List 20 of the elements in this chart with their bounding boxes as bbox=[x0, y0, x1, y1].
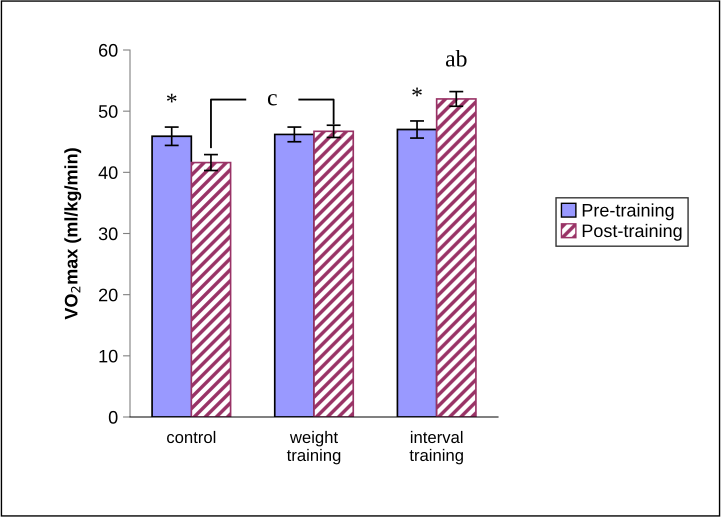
y-tick-label: 60 bbox=[99, 44, 118, 57]
y-axis-title: VO$_{2}$max (ml/kg/min) bbox=[64, 148, 82, 320]
y-tick-label: 40 bbox=[98, 166, 118, 180]
annotation: * bbox=[166, 94, 176, 102]
annotation: c bbox=[268, 94, 277, 106]
annotation: * bbox=[412, 88, 422, 96]
legend-label: Pre-training bbox=[582, 203, 674, 220]
x-tick-label: weight training bbox=[286, 430, 340, 464]
y-tick-label: 50 bbox=[98, 105, 118, 118]
bar bbox=[313, 130, 354, 417]
y-tick-label: 10 bbox=[99, 350, 118, 363]
x-tick-label: control bbox=[167, 430, 216, 444]
legend-label: Post-training bbox=[582, 224, 682, 241]
y-tick-label: 0 bbox=[108, 410, 118, 424]
y-tick-label: 20 bbox=[99, 288, 118, 302]
annotation: ab bbox=[446, 50, 467, 67]
bar bbox=[436, 98, 477, 417]
y-tick-label: 30 bbox=[98, 227, 118, 240]
bar bbox=[190, 162, 232, 417]
x-tick-label: interval training bbox=[410, 430, 463, 464]
